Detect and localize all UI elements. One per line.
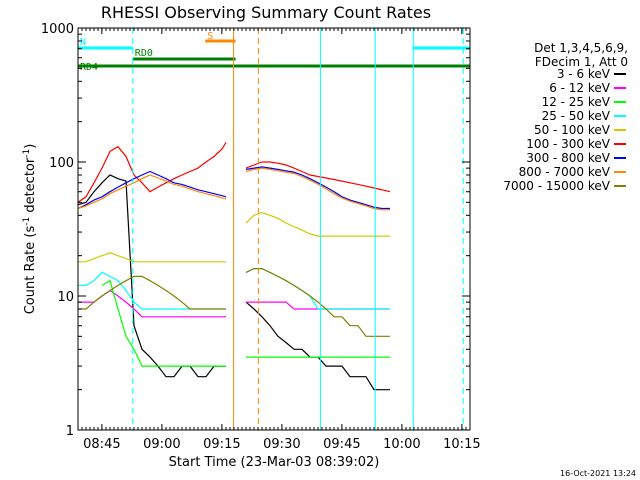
series-line — [101, 279, 390, 367]
x-tick-label: 09:15 — [203, 437, 240, 452]
y-axis-label-sup2: -1 — [22, 149, 32, 158]
legend-entry-label: 12 - 25 keV — [542, 95, 611, 109]
series-lines — [77, 142, 391, 391]
flag-label: RD0 — [135, 48, 153, 59]
flag-label: N — [80, 37, 86, 48]
y-tick-label: 1000 — [41, 22, 74, 37]
legend-entry-label: 3 - 6 keV — [557, 67, 611, 81]
y-tick-label: 100 — [49, 156, 74, 171]
y-axis: 1 10 100 1000 — [41, 22, 470, 439]
plot-frame — [77, 27, 471, 431]
y-axis-label-part1: Count Rate (s — [23, 226, 38, 315]
x-axis: 08:45 09:00 09:15 09:30 09:45 10:00 10:15 — [77, 28, 481, 452]
y-axis-label-sup1: -1 — [22, 217, 32, 226]
legend: Det 1,3,4,5,6,9,FDecim 1, Att 03 - 6 keV… — [503, 41, 628, 193]
legend-entry-label: 800 - 7000 keV — [519, 165, 611, 179]
series-line — [77, 142, 391, 203]
vertical-markers — [132, 28, 464, 430]
series-line — [78, 268, 390, 337]
y-axis-label: Count Rate (s-1 detector-1) — [22, 144, 38, 315]
series-line — [78, 211, 390, 263]
legend-entry-label: 300 - 800 keV — [526, 151, 610, 165]
flag-label: S — [207, 31, 213, 42]
legend-header: Det 1,3,4,5,6,9, — [534, 41, 628, 55]
flag-bars: N S RD0 RD4 — [78, 31, 470, 73]
footer-date: 16-Oct-2021 13:24 — [560, 469, 636, 478]
x-tick-label: 10:00 — [383, 437, 420, 452]
y-tick-label: 10 — [57, 290, 74, 305]
x-tick-label: 09:45 — [323, 437, 360, 452]
y-tick-label: 1 — [66, 424, 74, 439]
x-tick-label: 09:30 — [263, 437, 300, 452]
flag-label: RD4 — [80, 62, 98, 73]
series-line — [77, 167, 390, 211]
y-axis-label-part2: detector — [23, 157, 38, 217]
legend-entry-label: 25 - 50 keV — [542, 109, 611, 123]
legend-entry-label: 6 - 12 keV — [549, 81, 611, 95]
legend-entry-label: 7000 - 15000 keV — [503, 179, 610, 193]
x-axis-label: Start Time (23-Mar-03 08:39:02) — [169, 455, 380, 470]
legend-header: FDecim 1, Att 0 — [535, 55, 628, 69]
x-tick-label: 08:45 — [83, 437, 120, 452]
series-line — [77, 166, 390, 210]
legend-entry-label: 100 - 300 keV — [526, 137, 610, 151]
chart-title: RHESSI Observing Summary Count Rates — [101, 3, 431, 22]
legend-entry-label: 50 - 100 keV — [534, 123, 611, 137]
y-axis-label-part3: ) — [23, 144, 38, 149]
x-tick-label: 10:15 — [443, 437, 480, 452]
x-tick-label: 09:00 — [143, 437, 180, 452]
